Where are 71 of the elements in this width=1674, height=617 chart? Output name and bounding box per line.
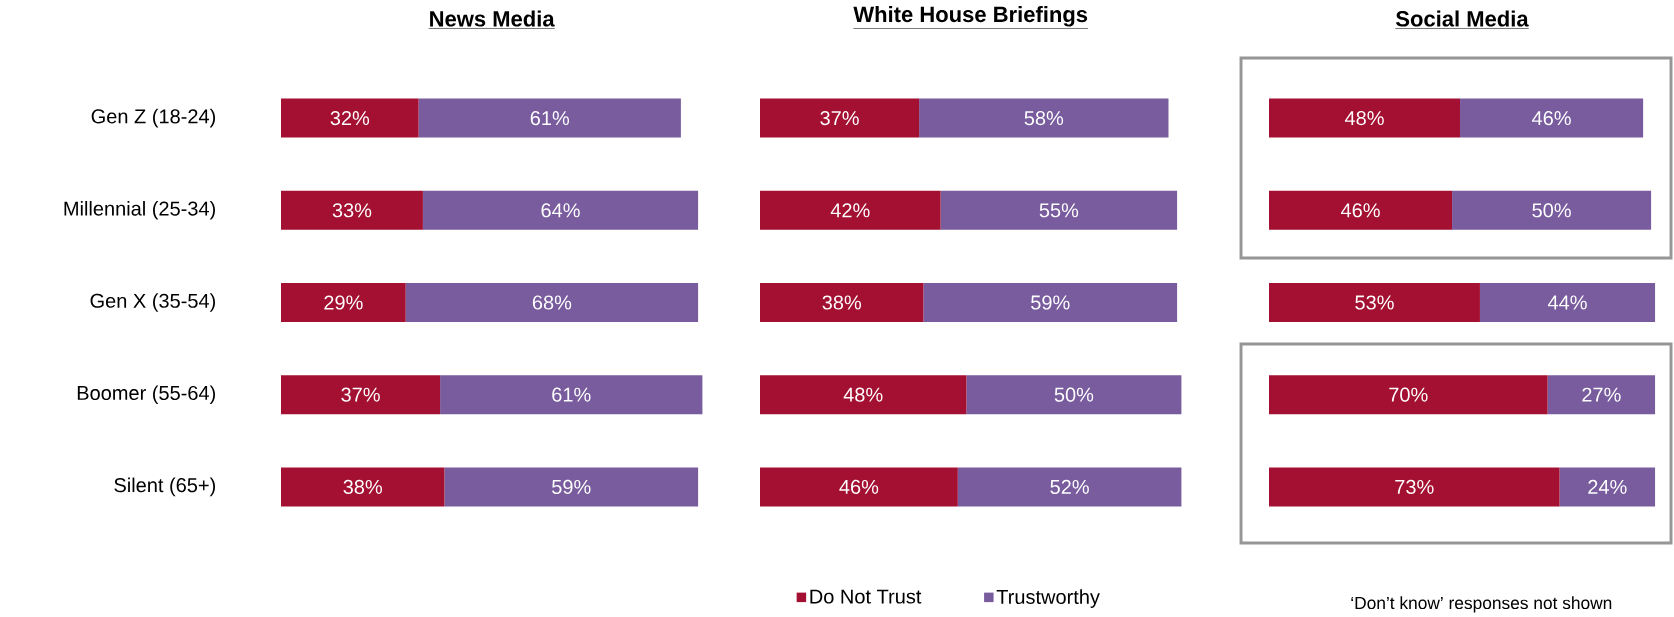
data-label: 33% [332, 203, 372, 218]
bar [760, 283, 924, 323]
data-label: 29% [324, 295, 363, 310]
bar [281, 190, 423, 230]
bar [444, 467, 699, 507]
chart-title: White House Briefings [853, 6, 1088, 27]
data-label: 50% [1532, 203, 1571, 218]
chart-title: News Media [430, 10, 555, 27]
data-label: 38% [343, 479, 382, 494]
data-label: 37% [341, 387, 380, 402]
bar [919, 98, 1169, 138]
chart-title: Social Media [1395, 10, 1529, 27]
bar [1460, 98, 1644, 138]
bar [760, 98, 920, 138]
data-label: 50% [1054, 387, 1094, 402]
bar [1269, 283, 1480, 323]
data-label: 73% [1395, 479, 1434, 494]
data-label: 38% [822, 295, 862, 310]
bar [957, 467, 1182, 507]
bar [966, 375, 1182, 415]
bar [281, 98, 419, 138]
bar [440, 375, 703, 415]
data-label: 61% [530, 111, 570, 126]
bar [422, 190, 699, 230]
data-label: 48% [1344, 111, 1384, 126]
data-label: 46% [839, 479, 879, 494]
legend-label: Trustworthy [996, 589, 1100, 608]
data-label: 70% [1389, 387, 1428, 402]
y-tick-label: Silent (65+) [114, 477, 216, 497]
data-label: 59% [552, 479, 591, 494]
bar [760, 467, 958, 507]
bar [1452, 190, 1652, 230]
data-label: 53% [1355, 295, 1394, 310]
bar [1479, 283, 1656, 323]
data-label: 55% [1039, 203, 1079, 218]
data-label: 68% [532, 295, 572, 310]
data-label: 61% [552, 387, 591, 402]
bar [1559, 467, 1656, 507]
bar [760, 375, 967, 415]
bar [1269, 375, 1548, 415]
bar [1547, 375, 1656, 415]
bar [923, 283, 1178, 323]
legend-label: Do Not Trust [810, 589, 922, 604]
y-tick-label: Gen X (35-54) [90, 293, 216, 312]
text: ‘Don’t know’ responses not shown [1351, 596, 1612, 613]
bar [760, 190, 941, 230]
data-label: 46% [1340, 203, 1380, 218]
bar [940, 190, 1178, 230]
bar [281, 283, 406, 323]
data-label: 48% [843, 387, 883, 402]
bar [1269, 98, 1461, 138]
data-label: 42% [830, 203, 870, 218]
data-label: 46% [1532, 111, 1571, 126]
y-tick-label: Millennial (25-34) [64, 201, 215, 220]
data-label: 44% [1547, 295, 1587, 310]
data-label: 52% [1050, 479, 1089, 494]
data-label: 24% [1588, 479, 1627, 494]
bar [1269, 467, 1560, 507]
data-label: 32% [330, 111, 370, 126]
data-label: 64% [541, 203, 580, 218]
bar [281, 467, 445, 507]
data-label: 58% [1024, 111, 1064, 126]
bar [405, 283, 699, 323]
bar [1269, 190, 1453, 230]
data-label: 59% [1031, 295, 1070, 310]
bar [281, 375, 441, 415]
bar [418, 98, 681, 138]
y-tick-label: Gen Z (18-24) [91, 108, 216, 128]
data-label: 27% [1582, 387, 1621, 402]
data-label: 37% [820, 111, 859, 126]
y-tick-label: Boomer (55-64) [77, 385, 216, 405]
